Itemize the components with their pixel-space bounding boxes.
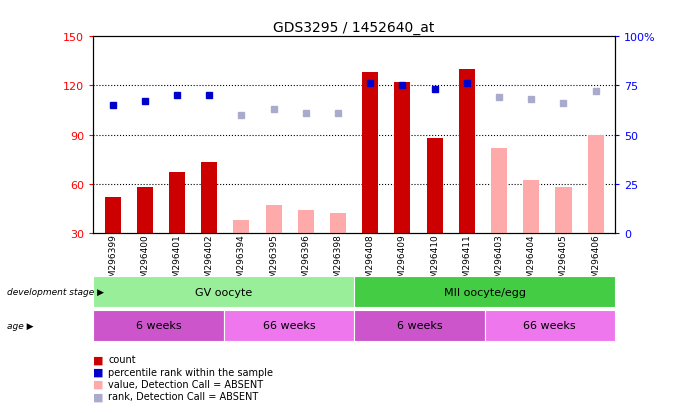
Text: development stage ▶: development stage ▶ bbox=[7, 288, 104, 297]
Bar bbox=[556, 188, 571, 233]
Text: rank, Detection Call = ABSENT: rank, Detection Call = ABSENT bbox=[108, 392, 258, 401]
Bar bbox=[523, 181, 539, 233]
Bar bbox=[459, 70, 475, 233]
Text: count: count bbox=[108, 354, 136, 364]
Text: ■: ■ bbox=[93, 392, 104, 401]
Text: GV oocyte: GV oocyte bbox=[195, 287, 252, 297]
Text: 66 weeks: 66 weeks bbox=[524, 320, 576, 330]
Bar bbox=[395, 83, 410, 233]
Text: ■: ■ bbox=[93, 354, 104, 364]
Bar bbox=[265, 206, 282, 233]
Bar bbox=[137, 188, 153, 233]
Bar bbox=[201, 163, 217, 233]
Text: 6 weeks: 6 weeks bbox=[135, 320, 181, 330]
Text: MII oocyte/egg: MII oocyte/egg bbox=[444, 287, 526, 297]
Text: value, Detection Call = ABSENT: value, Detection Call = ABSENT bbox=[108, 379, 263, 389]
Text: 66 weeks: 66 weeks bbox=[263, 320, 315, 330]
Text: ■: ■ bbox=[93, 379, 104, 389]
Bar bbox=[491, 148, 507, 233]
Title: GDS3295 / 1452640_at: GDS3295 / 1452640_at bbox=[274, 21, 435, 35]
Bar bbox=[330, 214, 346, 233]
Text: age ▶: age ▶ bbox=[7, 321, 33, 330]
Bar bbox=[362, 73, 378, 233]
Text: 6 weeks: 6 weeks bbox=[397, 320, 442, 330]
Text: ■: ■ bbox=[93, 367, 104, 377]
Bar bbox=[298, 211, 314, 233]
Bar bbox=[234, 220, 249, 233]
Bar bbox=[587, 135, 604, 233]
Bar bbox=[104, 197, 121, 233]
Bar bbox=[426, 138, 443, 233]
Text: percentile rank within the sample: percentile rank within the sample bbox=[108, 367, 274, 377]
Bar bbox=[169, 173, 185, 233]
